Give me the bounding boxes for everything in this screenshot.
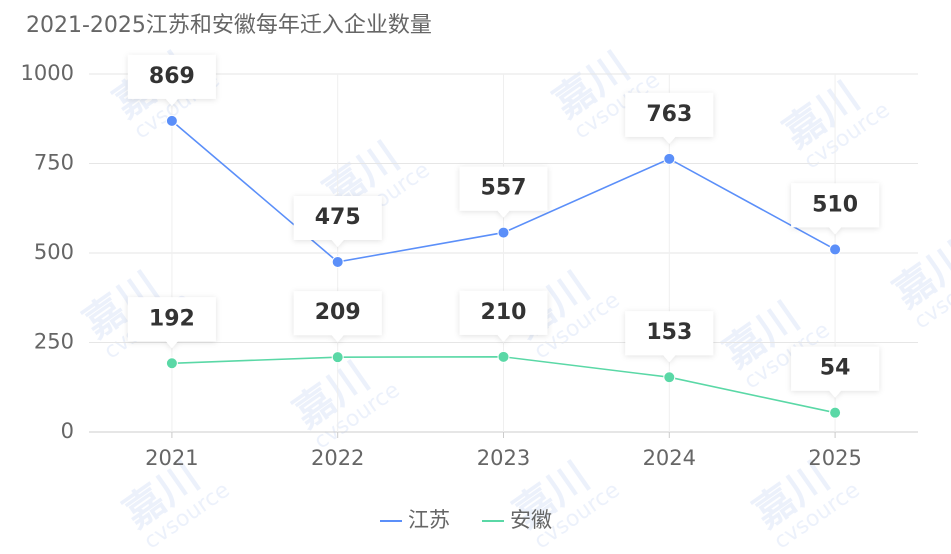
data-label: 475	[315, 205, 361, 230]
data-label: 869	[149, 64, 195, 89]
point	[497, 226, 510, 239]
y-tick-label: 1000	[21, 61, 74, 85]
x-tick-label: 2022	[311, 446, 364, 470]
point	[829, 243, 842, 256]
data-label: 210	[481, 300, 527, 325]
label-box	[625, 311, 714, 363]
legend-label: 安徽	[510, 508, 552, 532]
label-box	[293, 195, 382, 247]
point	[165, 114, 178, 127]
point	[165, 357, 178, 370]
label-box	[127, 54, 216, 106]
label-box	[293, 291, 382, 343]
point	[829, 406, 842, 419]
y-tick-label: 750	[34, 151, 74, 175]
y-tick-label: 250	[34, 330, 74, 354]
chart-title: 2021-2025江苏和安徽每年迁入企业数量	[26, 13, 432, 38]
label-box	[625, 92, 714, 144]
x-tick-label: 2021	[145, 446, 198, 470]
point	[663, 152, 676, 165]
label-box	[459, 290, 548, 342]
x-tick-label: 2023	[477, 446, 530, 470]
data-label: 209	[315, 300, 361, 325]
label-box	[791, 183, 880, 235]
point	[497, 350, 510, 363]
point	[663, 371, 676, 384]
y-tick-label: 0	[61, 419, 74, 443]
data-label: 54	[820, 356, 851, 381]
label-box	[459, 166, 548, 218]
legend-label: 江苏	[408, 508, 450, 532]
data-label: 763	[646, 102, 692, 127]
point	[331, 351, 344, 364]
label-box	[791, 346, 880, 398]
data-label: 192	[149, 306, 195, 331]
y-tick-label: 500	[34, 240, 74, 264]
x-tick-label: 2024	[643, 446, 696, 470]
x-tick-label: 2025	[808, 446, 861, 470]
label-box	[127, 297, 216, 349]
data-label: 557	[481, 176, 527, 201]
point	[331, 255, 344, 268]
data-label: 153	[646, 320, 692, 345]
data-label: 510	[812, 192, 858, 217]
